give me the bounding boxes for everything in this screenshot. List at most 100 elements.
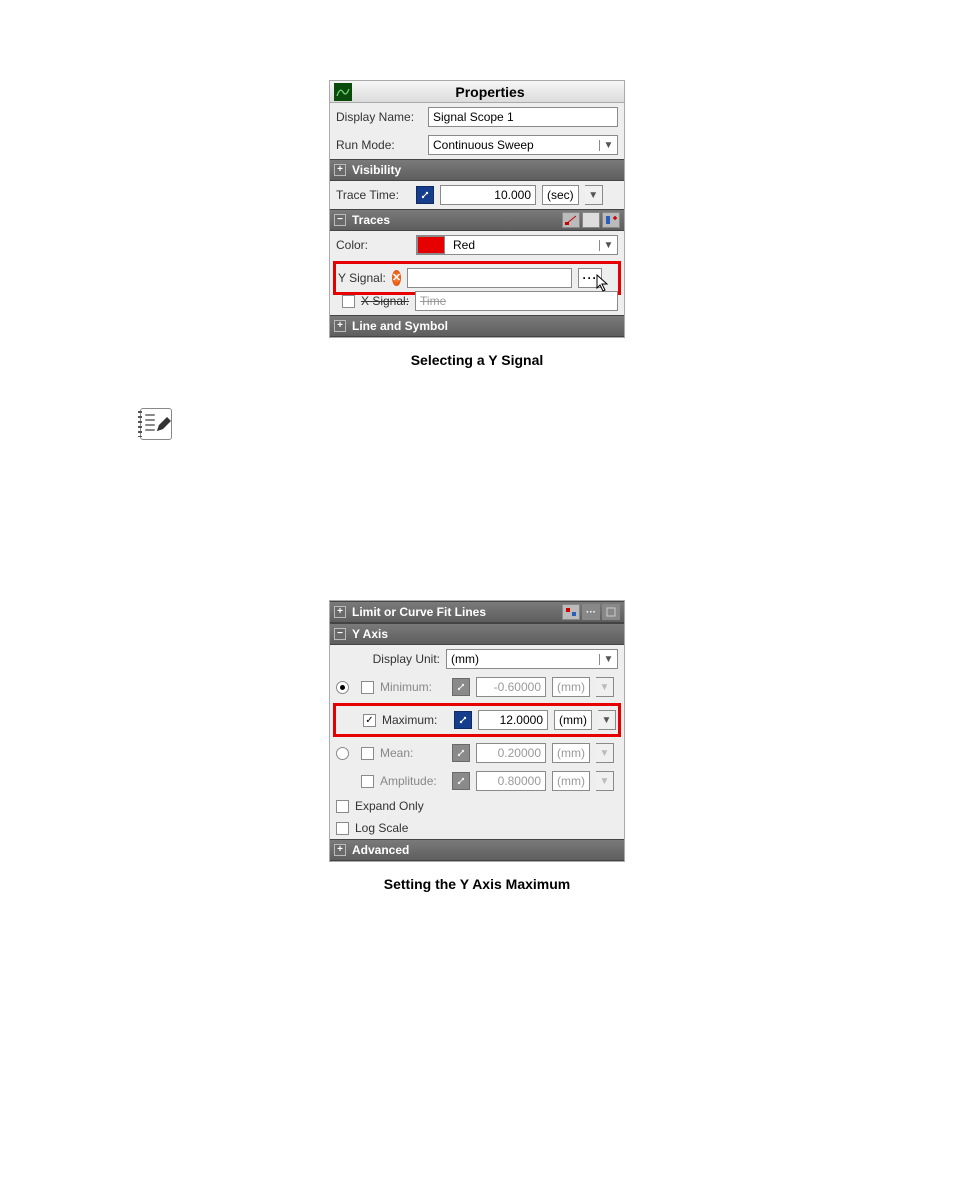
collapse-icon: − — [334, 214, 346, 226]
x-signal-row: X Signal: — [330, 291, 624, 315]
unit-dropdown-arrow-icon[interactable]: ▼ — [596, 743, 614, 763]
amplitude-row: Amplitude: (mm) ▼ — [330, 767, 624, 795]
expand-only-label: Expand Only — [355, 799, 424, 813]
log-scale-checkbox[interactable] — [336, 822, 349, 835]
panel-titlebar: Properties — [330, 81, 624, 103]
line-symbol-header-label: Line and Symbol — [352, 319, 448, 333]
color-swatch — [417, 236, 445, 254]
dropdown-arrow-icon: ▼ — [599, 140, 617, 151]
collapse-icon: − — [334, 628, 346, 640]
display-unit-label: Display Unit: — [336, 652, 440, 666]
add-trace-icon[interactable] — [602, 212, 620, 228]
properties-panel: Properties Display Name: Run Mode: Conti… — [329, 80, 625, 338]
traces-header[interactable]: − Traces — [330, 209, 624, 231]
expand-only-row: Expand Only — [330, 795, 624, 817]
bind-icon[interactable] — [452, 678, 470, 696]
figure-caption: Selecting a Y Signal — [140, 352, 814, 368]
mean-input[interactable] — [476, 743, 546, 763]
mean-row: Mean: (mm) ▼ — [330, 739, 624, 767]
log-scale-label: Log Scale — [355, 821, 408, 835]
trace-style-icon[interactable] — [562, 212, 580, 228]
cursor-icon — [596, 274, 612, 294]
expand-icon: + — [334, 164, 346, 176]
mean-label: Mean: — [380, 746, 446, 760]
limit-header[interactable]: + Limit or Curve Fit Lines ··· — [330, 601, 624, 623]
run-mode-label: Run Mode: — [336, 138, 422, 152]
mean-radio[interactable] — [336, 747, 349, 760]
minimum-input[interactable] — [476, 677, 546, 697]
run-mode-select[interactable]: Continuous Sweep ▼ — [428, 135, 618, 155]
color-label: Color: — [336, 238, 410, 252]
unit-dropdown-arrow-icon[interactable]: ▼ — [596, 677, 614, 697]
mean-checkbox[interactable] — [361, 747, 374, 760]
advanced-header[interactable]: + Advanced — [330, 839, 624, 861]
amplitude-unit: (mm) — [552, 771, 590, 791]
x-signal-label: X Signal: — [361, 294, 409, 308]
maximum-unit: (mm) — [554, 710, 592, 730]
display-unit-value: (mm) — [447, 652, 599, 666]
x-signal-input[interactable] — [415, 291, 618, 311]
display-unit-select[interactable]: (mm) ▼ — [446, 649, 618, 669]
display-name-input[interactable] — [428, 107, 618, 127]
run-mode-value: Continuous Sweep — [429, 138, 599, 152]
display-unit-row: Display Unit: (mm) ▼ — [330, 645, 624, 673]
x-signal-checkbox[interactable] — [342, 295, 355, 308]
note-icon — [140, 408, 172, 440]
properties-icon — [334, 83, 352, 101]
run-mode-row: Run Mode: Continuous Sweep ▼ — [330, 131, 624, 159]
amplitude-input[interactable] — [476, 771, 546, 791]
maximum-highlight: ✓ Maximum: (mm) ▼ — [333, 703, 621, 737]
mean-unit: (mm) — [552, 743, 590, 763]
y-axis-panel: + Limit or Curve Fit Lines ··· − Y Axis … — [329, 600, 625, 862]
visibility-header[interactable]: + Visibility — [330, 159, 624, 181]
bind-icon[interactable] — [416, 186, 434, 204]
unit-dropdown-arrow-icon[interactable]: ▼ — [585, 185, 603, 205]
limit-icon-1[interactable] — [562, 604, 580, 620]
maximum-label: Maximum: — [382, 713, 448, 727]
expand-icon: + — [334, 320, 346, 332]
maximum-checkbox[interactable]: ✓ — [363, 714, 376, 727]
dropdown-arrow-icon: ▼ — [599, 240, 617, 251]
bind-icon[interactable] — [454, 711, 472, 729]
advanced-header-label: Advanced — [352, 843, 409, 857]
trace-time-input[interactable] — [440, 185, 536, 205]
amplitude-label: Amplitude: — [380, 774, 446, 788]
panel-title: Properties — [356, 84, 624, 100]
minimum-checkbox[interactable] — [361, 681, 374, 694]
limit-header-label: Limit or Curve Fit Lines — [352, 605, 486, 619]
dropdown-arrow-icon: ▼ — [599, 654, 617, 665]
line-symbol-header[interactable]: + Line and Symbol — [330, 315, 624, 337]
expand-icon: + — [334, 606, 346, 618]
minimum-row: Minimum: (mm) ▼ — [330, 673, 624, 701]
visibility-header-label: Visibility — [352, 163, 401, 177]
traces-header-label: Traces — [352, 213, 390, 227]
limit-icon-3[interactable] — [602, 604, 620, 620]
trace-time-unit: (sec) — [542, 185, 579, 205]
trace-time-row: Trace Time: (sec) ▼ — [330, 181, 624, 209]
limit-icon-2[interactable]: ··· — [582, 604, 600, 620]
y-axis-header-label: Y Axis — [352, 627, 388, 641]
unit-dropdown-arrow-icon[interactable]: ▼ — [598, 710, 616, 730]
figure-caption: Setting the Y Axis Maximum — [140, 876, 814, 892]
maximum-input[interactable] — [478, 710, 548, 730]
minimum-unit: (mm) — [552, 677, 590, 697]
color-value: Red — [449, 238, 599, 252]
error-icon: ✕ — [392, 270, 401, 286]
amplitude-checkbox[interactable] — [361, 775, 374, 788]
unit-dropdown-arrow-icon[interactable]: ▼ — [596, 771, 614, 791]
min-max-radio[interactable] — [336, 681, 349, 694]
log-scale-row: Log Scale — [330, 817, 624, 839]
display-name-label: Display Name: — [336, 110, 422, 124]
y-axis-header[interactable]: − Y Axis — [330, 623, 624, 645]
y-signal-highlight: Y Signal: ✕ ··· — [333, 261, 621, 295]
color-select[interactable]: Red ▼ — [416, 235, 618, 255]
expand-only-checkbox[interactable] — [336, 800, 349, 813]
y-signal-input[interactable] — [407, 268, 572, 288]
minimum-label: Minimum: — [380, 680, 446, 694]
y-signal-label: Y Signal: — [338, 271, 386, 285]
trace-time-label: Trace Time: — [336, 188, 410, 202]
color-row: Color: Red ▼ — [330, 231, 624, 259]
bind-icon[interactable] — [452, 772, 470, 790]
bind-icon[interactable] — [452, 744, 470, 762]
trace-blank-icon[interactable] — [582, 212, 600, 228]
